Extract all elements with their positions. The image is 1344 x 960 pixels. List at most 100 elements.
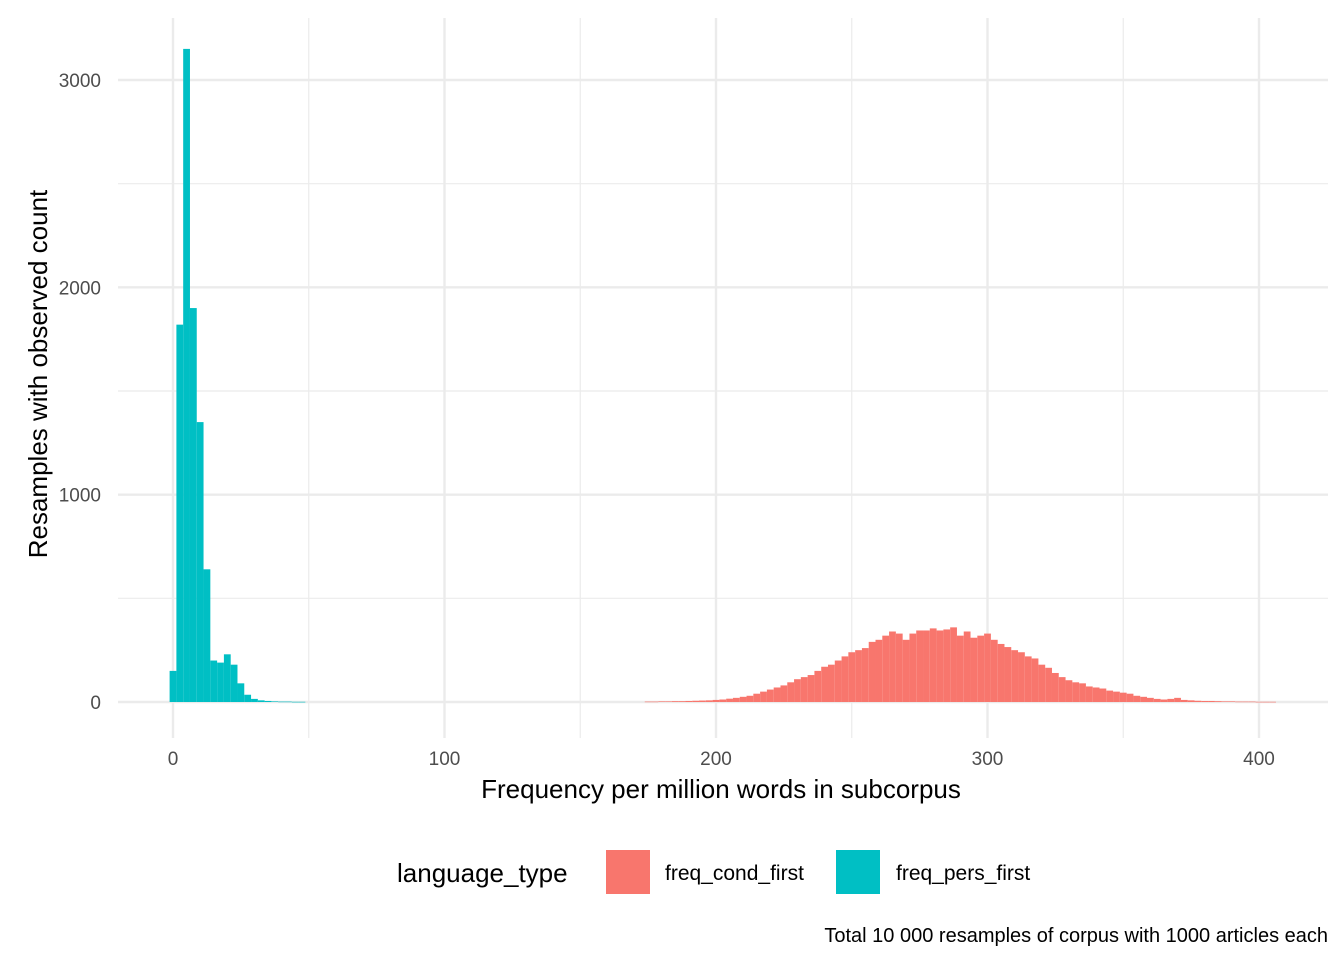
histogram-bar (1242, 701, 1249, 703)
histogram-bar (827, 664, 835, 702)
x-tick-label: 400 (1243, 749, 1275, 770)
histogram-bar (665, 701, 672, 702)
tick-labels: 0 100 200 300 400 0 1000 2000 3000 (59, 71, 1275, 770)
histogram-bar (189, 308, 197, 702)
histogram-bar (183, 48, 190, 702)
histogram-bar (902, 639, 910, 702)
histogram-bar (1126, 693, 1134, 702)
histogram-bar (651, 701, 659, 703)
x-tick-label: 200 (700, 749, 732, 770)
histogram-bar (1147, 697, 1154, 702)
legend: language_type freq_cond_first freq_pers_… (397, 850, 1030, 894)
histogram-bar (278, 701, 285, 703)
histogram-bar (1092, 687, 1100, 702)
histogram-bar (1269, 701, 1276, 703)
histogram-bar (1085, 686, 1093, 702)
x-tick-label: 300 (972, 749, 1004, 770)
histogram-bar (196, 422, 204, 702)
histogram-bar (210, 660, 218, 702)
histogram-bar (251, 698, 258, 702)
histogram-bar (1140, 696, 1148, 702)
histogram-bar (1214, 701, 1222, 702)
y-tick-label: 0 (90, 693, 101, 714)
legend-swatch-freq-pers-first (836, 850, 880, 894)
histogram-bar (685, 700, 693, 702)
histogram-bar (963, 631, 971, 702)
histogram-bar (766, 689, 774, 702)
histogram-bar (1004, 647, 1012, 702)
legend-label-freq-cond-first: freq_cond_first (665, 862, 804, 885)
histogram-bar (753, 693, 761, 702)
histogram-bar (1024, 656, 1032, 702)
histogram-bar (739, 696, 747, 702)
histogram-bar (834, 660, 842, 702)
histogram-bar (671, 701, 679, 702)
histogram-bar (223, 654, 231, 702)
histogram-bar (271, 701, 279, 702)
histogram-bar (841, 656, 849, 702)
histogram-bar (990, 639, 998, 702)
histogram-bar (855, 650, 862, 702)
histogram-bar (1038, 664, 1046, 702)
histogram-bar (943, 629, 951, 702)
histogram-bar (956, 635, 964, 702)
legend-title: language_type (397, 858, 568, 888)
histogram-bar (746, 695, 754, 702)
histogram-bar (1262, 701, 1270, 703)
histogram-bar (1065, 680, 1073, 702)
histogram-bar (950, 627, 957, 702)
histogram-bar (692, 700, 700, 702)
legend-swatch-freq-cond-first (606, 850, 650, 894)
histogram-bar (1106, 690, 1114, 702)
histogram-bar (1058, 677, 1066, 702)
histogram-bar (984, 633, 991, 702)
histogram-bar (169, 670, 177, 702)
histogram-bar (705, 700, 713, 702)
histogram-bar (814, 670, 822, 702)
histogram-bar (699, 700, 706, 702)
histogram-bar (732, 697, 740, 702)
histogram-bar (889, 631, 896, 702)
histogram-bar (929, 628, 937, 702)
histogram-bar (176, 324, 184, 702)
histogram-bar (726, 698, 733, 702)
histogram-bar (970, 637, 978, 702)
histogram-bar (1194, 700, 1202, 702)
histogram-bar (773, 687, 781, 702)
histogram-bar (678, 701, 686, 702)
histogram-bar (1174, 697, 1181, 702)
histogram-bar (1201, 700, 1209, 702)
histogram-bar (712, 699, 720, 702)
legend-label-freq-pers-first: freq_pers_first (896, 862, 1030, 885)
histogram-bar (1235, 701, 1243, 703)
histogram-bar (257, 700, 265, 702)
histogram-bar (794, 679, 801, 702)
histogram-bar (923, 630, 930, 702)
histogram-bar (787, 682, 795, 702)
histogram-bar (936, 630, 944, 702)
histogram-bar (1187, 700, 1195, 702)
histogram-bar (895, 633, 903, 702)
histogram-bar (1180, 699, 1188, 702)
histogram-bar (1208, 700, 1215, 702)
histogram-bar (861, 648, 869, 702)
grid-lines (118, 18, 1328, 738)
histogram-bar (909, 633, 917, 702)
histogram-bar (807, 675, 815, 702)
histogram-bar (203, 569, 211, 702)
histogram-bar (1119, 692, 1127, 702)
histogram-bar (882, 635, 890, 702)
chart-caption: Total 10 000 resamples of corpus with 10… (824, 925, 1328, 947)
histogram-bar (800, 677, 808, 702)
histogram-bar (237, 683, 245, 702)
histogram-bar (1079, 683, 1086, 702)
histogram-bar (780, 685, 788, 702)
histogram-bar (1160, 699, 1168, 702)
histogram-bar (868, 641, 876, 702)
histogram-bar (1072, 682, 1080, 702)
histogram-bar (1221, 701, 1229, 702)
histogram-bar (264, 700, 272, 702)
histogram-bar (1153, 698, 1161, 702)
histogram-bar (1113, 691, 1120, 702)
